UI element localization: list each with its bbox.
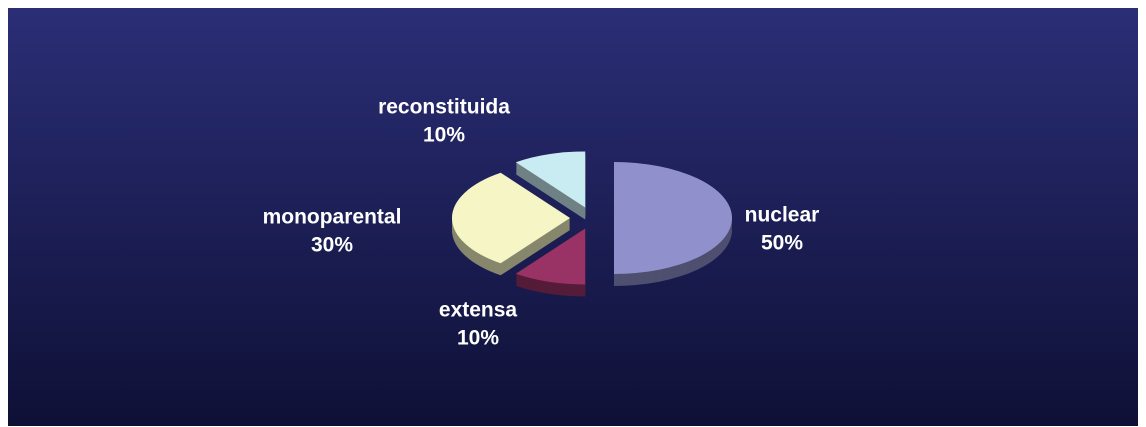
slice-top [614,162,732,274]
slice-category-label: monoparental [263,206,402,229]
slice-category-label: reconstituida [378,96,510,119]
slice-value-label: 50% [761,232,803,255]
pie-slice [451,172,570,276]
slice-category-label: nuclear [745,204,820,227]
slice-top [515,228,586,285]
chart-background [8,8,1138,426]
slice-category-label: extensa [439,299,518,322]
slice-value-label: 10% [457,327,499,350]
slice-value-label: 30% [311,234,353,257]
slice-top [515,151,586,208]
slice-top [451,172,570,264]
pie-slice [515,228,586,297]
slice-value-label: 10% [423,124,465,147]
pie-slice [515,151,586,220]
pie-slice [614,162,732,286]
